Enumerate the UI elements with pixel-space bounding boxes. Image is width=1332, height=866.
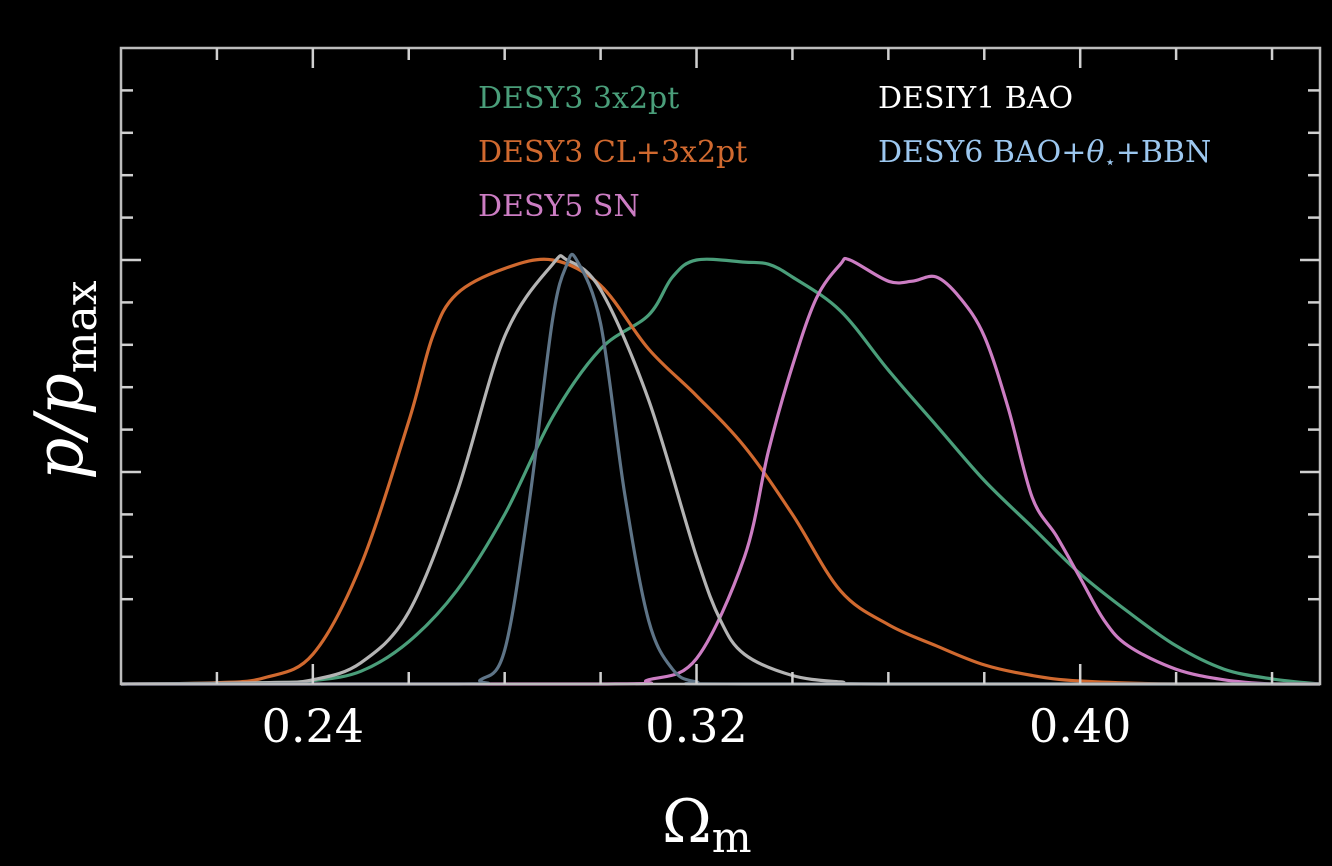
series-line-desy3-cl-3x2pt [120,257,1320,686]
series-line-desy3-3x2pt [120,257,1321,686]
axis-ticks [121,48,1320,684]
x-axis-title: Ωm [662,787,752,862]
series-line-desiy1-bao [120,254,1320,686]
y-axis-title: p/pmax [21,280,107,480]
legend-entry-desy6-bao-bbn: DESY6 BAO+θ⋆+BBN [878,135,1211,173]
series-line-desy5-sn [120,256,1320,686]
x-axis-title-sub: m [712,813,752,862]
x-tick-label: 0.24 [262,699,364,753]
legend-entry-desy5-sn: DESY5 SN [478,189,640,224]
legend: DESY3 3x2pt DESY3 CL+3x2pt DESY5 SN DESI… [478,81,1211,224]
x-axis-title-main: Ω [662,787,712,857]
legend-entry-desy3-3x2pt: DESY3 3x2pt [478,81,679,116]
x-tick-label: 0.40 [1029,699,1131,753]
legend-entry-desy6-prefix: DESY6 BAO+ [878,135,1086,170]
legend-entry-desy6-suffix: +BBN [1116,135,1211,170]
y-axis-title-main: p/p [21,373,98,480]
legend-entry-desy3-cl-3x2pt: DESY3 CL+3x2pt [478,135,747,170]
plot-frame [119,46,1322,686]
y-axis-title-sub: max [56,280,107,373]
legend-entry-desy6-theta: θ [1086,135,1104,170]
series-lines [120,252,1321,686]
legend-entry-desy6-star: ⋆ [1104,152,1115,173]
legend-entry-desiy1-bao: DESIY1 BAO [878,81,1073,116]
x-tick-labels: 0.24 0.32 0.40 [262,699,1132,753]
x-tick-label: 0.32 [645,699,747,753]
